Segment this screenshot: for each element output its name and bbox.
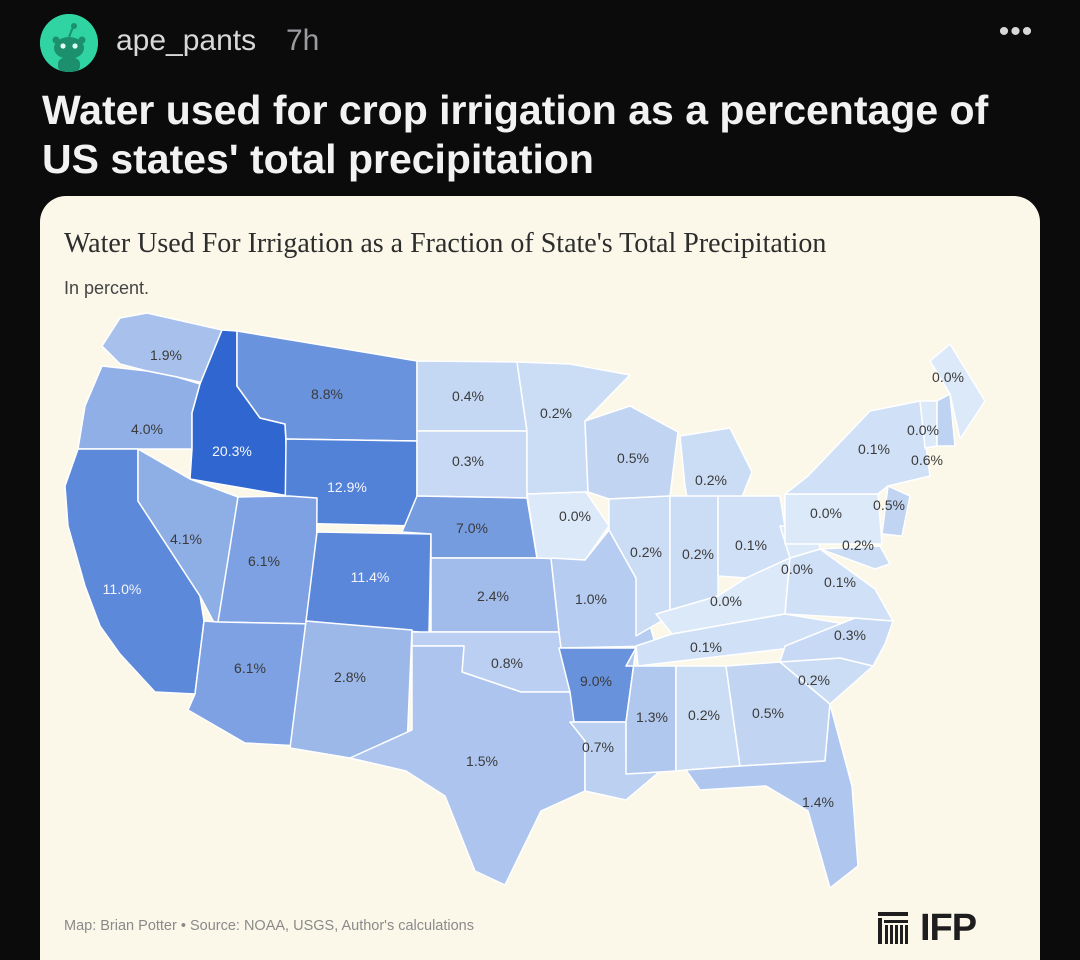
state-value-label: 7.0% — [456, 520, 488, 536]
state-value-label: 0.1% — [824, 574, 856, 590]
us-choropleth-map: 1.9% 4.0% 20.3% 8.8% 12.9% 11.0% 4.1% 6.1% 6.1% 1… — [64, 312, 986, 889]
state-value-label: 0.0% — [932, 369, 964, 385]
post-timestamp: 7h — [286, 24, 320, 57]
state-value-label: 0.2% — [682, 546, 714, 562]
state-value-label: 9.0% — [580, 673, 612, 689]
state-value-label: 2.4% — [477, 588, 509, 604]
user-avatar[interactable] — [40, 14, 98, 72]
state-value-label: 0.5% — [752, 705, 784, 721]
state-value-label: 0.3% — [452, 453, 484, 469]
state-value-label: 0.1% — [690, 639, 722, 655]
state-value-label: 0.1% — [735, 537, 767, 553]
state-nj — [881, 485, 911, 537]
state-value-label: 0.0% — [559, 508, 591, 524]
post-header: ape_pants 7h ••• — [40, 14, 1040, 72]
snoo-avatar-icon — [40, 14, 98, 72]
username[interactable]: ape_pants — [116, 24, 257, 57]
state-md — [819, 545, 891, 570]
state-value-label: 0.1% — [858, 441, 890, 457]
chart-subtitle: In percent. — [64, 278, 150, 298]
state-nh — [936, 393, 956, 447]
chart-credits: Map: Brian Potter • Source: NOAA, USGS, … — [64, 918, 474, 934]
state-value-label: 0.5% — [617, 450, 649, 466]
state-fl — [685, 703, 859, 889]
state-value-label: 0.5% — [873, 497, 905, 513]
ifp-logo-icon — [878, 912, 908, 944]
state-value-label: 0.0% — [907, 422, 939, 438]
state-value-label: 1.0% — [575, 591, 607, 607]
state-value-label: 2.8% — [334, 669, 366, 685]
state-value-label: 0.8% — [491, 655, 523, 671]
state-value-label: 0.2% — [688, 707, 720, 723]
state-value-label: 8.8% — [311, 386, 343, 402]
state-value-label: 11.4% — [351, 569, 390, 585]
state-value-label: 6.1% — [248, 553, 280, 569]
state-value-label: 20.3% — [212, 443, 252, 459]
post-image[interactable]: 1.9% 4.0% 20.3% 8.8% 12.9% 11.0% 4.1% 6.1% 6.1% 1… — [40, 196, 1040, 960]
state-value-label: 12.9% — [327, 479, 367, 495]
state-value-label: 1.3% — [636, 709, 668, 725]
state-value-label: 0.3% — [834, 627, 866, 643]
more-options-button[interactable]: ••• — [998, 15, 1034, 48]
state-value-label: 0.0% — [710, 593, 742, 609]
state-value-label: 0.2% — [842, 537, 874, 553]
state-me — [929, 343, 986, 440]
state-value-label: 11.0% — [103, 581, 142, 597]
state-value-label: 0.0% — [781, 561, 813, 577]
state-ny — [784, 400, 931, 495]
chart-title: Water Used For Irrigation as a Fraction … — [64, 228, 827, 259]
state-value-label: 0.2% — [798, 672, 830, 688]
state-value-label: 4.1% — [170, 531, 202, 547]
state-ia — [526, 491, 610, 561]
state-value-label: 0.0% — [810, 505, 842, 521]
post-title: Water used for crop irrigation as a perc… — [42, 87, 989, 182]
state-tx — [349, 645, 586, 886]
state-value-label: 0.4% — [452, 388, 484, 404]
state-value-label: 0.2% — [695, 472, 727, 488]
state-value-label: 0.2% — [540, 405, 572, 421]
state-value-label: 0.2% — [630, 544, 662, 560]
state-value-label: 0.7% — [582, 739, 614, 755]
state-value-label: 0.6% — [911, 452, 943, 468]
state-value-label: 6.1% — [234, 660, 266, 676]
state-value-label: 1.4% — [802, 794, 834, 810]
logo-text: IFP — [920, 907, 977, 949]
state-value-label: 1.9% — [150, 347, 182, 363]
state-value-label: 4.0% — [131, 421, 163, 437]
state-value-label: 1.5% — [466, 753, 498, 769]
ifp-logo: IFP — [876, 908, 1006, 952]
